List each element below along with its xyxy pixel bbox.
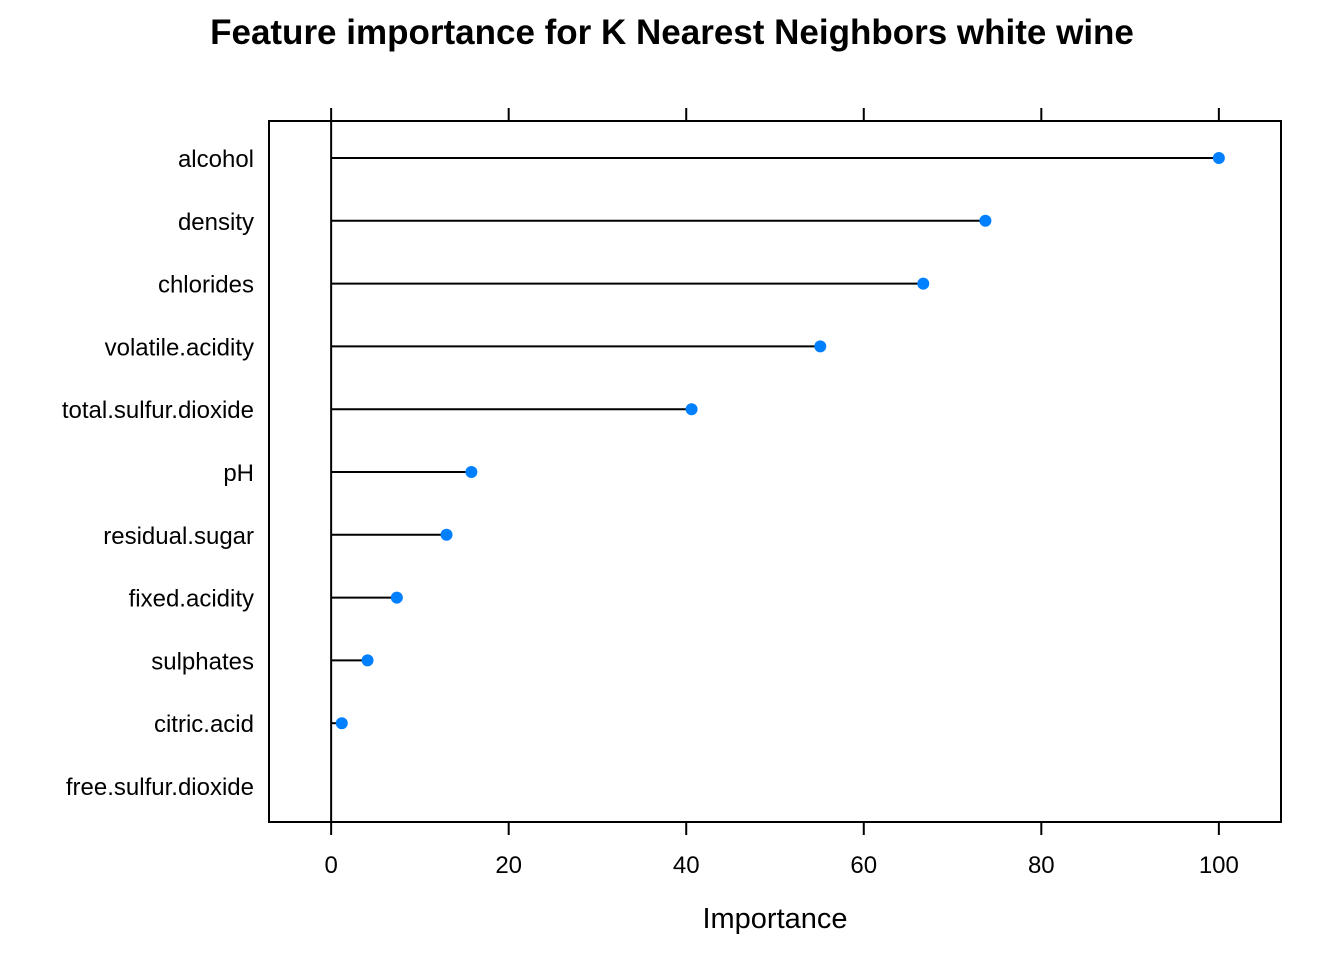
axis-ticks — [330, 108, 1220, 835]
importance-point — [465, 466, 478, 478]
importance-point — [979, 214, 992, 227]
importance-point — [685, 403, 698, 416]
importance-point — [361, 654, 374, 667]
plot-frame — [268, 120, 1282, 823]
category-label: volatile.acidity — [105, 334, 254, 361]
category-label: density — [178, 209, 254, 236]
importance-point — [440, 528, 453, 541]
category-label: total.sulfur.dioxide — [62, 397, 254, 424]
category-label: citric.acid — [154, 711, 254, 738]
importance-point — [1212, 152, 1225, 164]
importance-points — [335, 152, 1225, 730]
x-tick-labels: 0 20 40 60 80 100 — [324, 852, 1238, 879]
x-tick-label: 20 — [495, 852, 522, 879]
chart-title: Feature importance for K Nearest Neighbo… — [210, 13, 1134, 52]
x-tick-label: 40 — [673, 852, 700, 879]
category-label: residual.sugar — [103, 523, 254, 550]
category-label: alcohol — [178, 146, 254, 173]
importance-stems — [331, 157, 1219, 725]
importance-point — [390, 591, 403, 604]
category-label: sulphates — [151, 648, 254, 675]
x-tick-label: 0 — [324, 852, 337, 879]
x-tick-label: 60 — [850, 852, 877, 879]
importance-point — [814, 340, 827, 353]
category-label: pH — [223, 460, 254, 487]
category-labels: alcohol density chlorides volatile.acidity t… — [62, 146, 254, 801]
x-axis-title: Importance — [702, 903, 847, 935]
category-label: fixed.acidity — [129, 586, 254, 613]
x-tick-label: 80 — [1028, 852, 1055, 879]
category-label: free.sulfur.dioxide — [66, 774, 254, 801]
category-label: chlorides — [158, 272, 254, 299]
importance-point — [335, 717, 348, 730]
x-tick-label: 100 — [1199, 852, 1239, 879]
importance-point — [917, 277, 930, 290]
